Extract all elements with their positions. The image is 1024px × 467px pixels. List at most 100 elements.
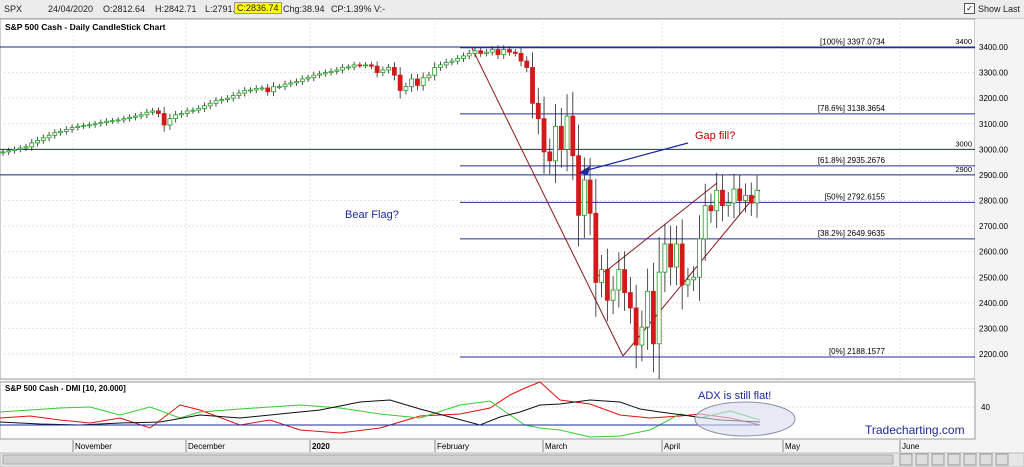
candle-body [415, 78, 420, 86]
candle-body [127, 116, 133, 120]
candle-body [472, 50, 478, 54]
x-axis [0, 440, 975, 452]
reset-icon[interactable] [979, 453, 993, 466]
candle-body [438, 64, 443, 68]
checkbox-icon[interactable]: ✓ [963, 3, 975, 14]
candlesticks [0, 45, 760, 380]
candle-body [512, 51, 518, 54]
y-tick-label: 2800.00 [979, 197, 1008, 206]
change-label: Chg:38.94 [283, 4, 325, 14]
x-tick-label: December [188, 442, 225, 451]
candle-body [420, 77, 426, 86]
candle-body [547, 151, 553, 162]
volume-label: V:- [374, 4, 386, 14]
fib-label: [38.2%] 2649.9635 [818, 229, 886, 238]
adx-line [0, 399, 761, 426]
level-label: 3000 [955, 139, 972, 148]
dmi-panel [0, 381, 976, 440]
candle-body [52, 132, 58, 136]
candle-body [674, 243, 679, 268]
candle-body [466, 52, 472, 57]
candle-body [167, 118, 173, 126]
candle-body [345, 66, 351, 69]
candle-body [616, 269, 622, 291]
y-tick-label: 2200.00 [979, 350, 1008, 359]
candle-body [639, 326, 645, 346]
watermark: Tradecharting.com [865, 423, 965, 437]
candle-body [489, 49, 495, 53]
y-tick-label: 3100.00 [979, 120, 1008, 129]
scroll-right-icon[interactable] [947, 453, 961, 466]
arrow-head-icon [578, 166, 590, 175]
end-icon[interactable] [995, 453, 1009, 466]
y-axis: 3400.00 3300.00 3200.00 3100.00 3000.00 2900.… [979, 43, 1008, 359]
candle-body [334, 69, 340, 72]
x-tick-label: November [75, 442, 112, 451]
candle-body [230, 95, 236, 99]
scroll-left-icon[interactable] [899, 453, 913, 466]
candle-body [409, 78, 415, 88]
decline-trendline [471, 47, 624, 357]
fit-icon[interactable] [963, 453, 977, 466]
candle-body [662, 243, 668, 273]
show-last-checkbox[interactable]: ✓ Show Last [963, 3, 1020, 14]
candle-body [391, 67, 397, 76]
candle-body [685, 279, 691, 286]
candle-body [156, 110, 161, 114]
dmi-plus-line [0, 400, 761, 438]
candle-body [190, 109, 196, 112]
candle-body [63, 128, 69, 132]
y-tick-label: 2600.00 [979, 248, 1008, 257]
candle-body [357, 64, 363, 67]
chart-title: S&P 500 Cash - Daily CandleStick Chart [5, 22, 166, 32]
candle-body [351, 64, 357, 68]
candle-body [236, 92, 242, 97]
candle-body [225, 97, 230, 100]
candle-body [743, 194, 748, 201]
candle-body [29, 142, 35, 148]
candle-body [581, 179, 587, 216]
candle-body [202, 105, 207, 109]
candle-body [265, 87, 271, 93]
candle-body [461, 55, 466, 59]
candle-body [524, 60, 530, 68]
candle-body [374, 65, 380, 73]
fib-label: [50%] 2792.6155 [825, 192, 886, 201]
candle-body [443, 61, 449, 66]
candle-body [725, 202, 731, 207]
candle-body [380, 69, 386, 73]
y-tick-label: 2700.00 [979, 222, 1008, 231]
candle-body [455, 58, 461, 62]
candle-body [650, 290, 656, 345]
candle-body [75, 125, 81, 128]
candle-body [282, 83, 288, 88]
zoom-in-icon[interactable] [931, 453, 945, 466]
candle-body [478, 50, 484, 54]
date-label: 24/04/2020 [48, 4, 94, 14]
candle-body [731, 188, 737, 204]
candle-body [593, 212, 599, 283]
level-lines: 3400 3000 2900 [0, 37, 975, 176]
candle-body [81, 125, 86, 127]
candle-body [161, 113, 167, 126]
y-tick-label: 2500.00 [979, 273, 1008, 282]
candle-body [363, 64, 369, 67]
dmi-tick-40: 40 [981, 403, 990, 412]
candle-body [576, 155, 581, 216]
candle-body [144, 111, 150, 116]
zoom-out-icon[interactable] [915, 453, 929, 466]
candle-body [679, 243, 685, 286]
x-tick-label: March [545, 442, 567, 451]
candle-body [0, 151, 6, 154]
candle-body [570, 115, 576, 157]
toolbar-buttons[interactable] [899, 453, 1009, 466]
x-axis-labels: November December 2020 February March April Ma… [72, 440, 920, 452]
price-axis-panel [975, 19, 1024, 379]
gap-fill-annotation: Gap fill? [695, 130, 735, 142]
candle-body [58, 131, 63, 134]
candle-body [737, 188, 743, 201]
candle-body [104, 120, 110, 123]
adx-highlight-ellipse [694, 401, 796, 437]
scrollbar-thumb[interactable] [2, 454, 894, 465]
